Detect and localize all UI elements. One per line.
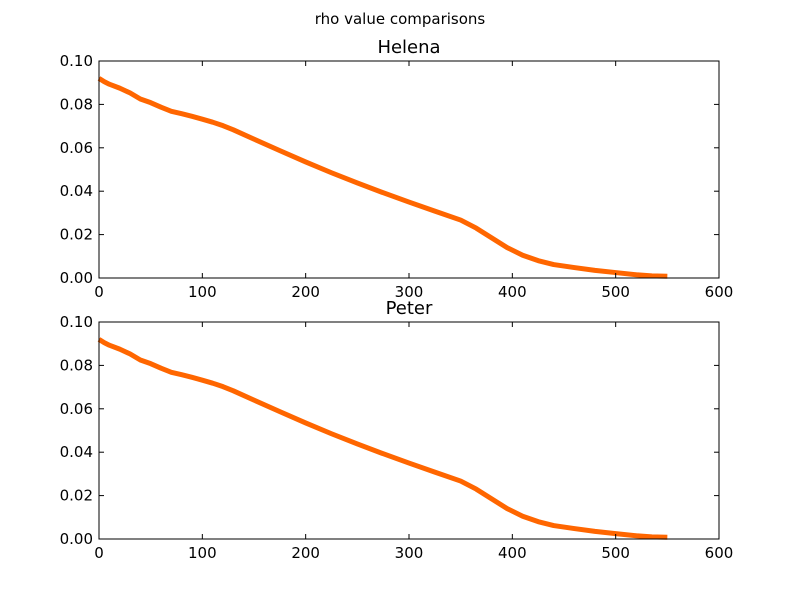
x-tick-label: 300 xyxy=(395,283,424,301)
y-tick-label: 0.02 xyxy=(60,487,93,505)
y-tick-label: 0.00 xyxy=(60,269,93,287)
x-tick-label: 400 xyxy=(498,283,527,301)
y-tick-label: 0.02 xyxy=(60,226,93,244)
x-tick-label: 600 xyxy=(705,283,734,301)
x-tick-label: 0 xyxy=(94,544,104,562)
x-tick-label: 600 xyxy=(705,544,734,562)
y-tick-label: 0.00 xyxy=(60,530,93,548)
series-line-0 xyxy=(97,337,668,540)
x-tick-label: 0 xyxy=(94,283,104,301)
chart-panel-1: Peter 0 100 200 300 400 500 600 0.00 0.02 0.04 0.06… xyxy=(60,298,734,562)
x-tick-label: 500 xyxy=(601,283,630,301)
chart-title: Helena xyxy=(377,37,440,58)
chart-panel-0: Helena 0 100 200 300 400 500 600 0.00 0.02 0.04 0.0… xyxy=(60,37,734,301)
figure-suptitle: rho value comparisons xyxy=(315,10,486,28)
y-tick-label: 0.04 xyxy=(60,443,93,461)
x-tick-label: 200 xyxy=(291,283,320,301)
x-tick-label: 100 xyxy=(188,544,217,562)
y-tick-label: 0.06 xyxy=(60,400,93,418)
y-tick-label: 0.08 xyxy=(60,95,93,113)
y-tick-label: 0.08 xyxy=(60,356,93,374)
y-tick-label: 0.06 xyxy=(60,139,93,157)
chart-title: Peter xyxy=(386,298,433,319)
x-tick-label: 100 xyxy=(188,283,217,301)
x-tick-label: 400 xyxy=(498,544,527,562)
y-tick-label: 0.04 xyxy=(60,182,93,200)
x-tick-label: 300 xyxy=(395,544,424,562)
y-tick-label: 0.10 xyxy=(60,313,93,331)
y-tick-label: 0.10 xyxy=(60,52,93,70)
x-tick-label: 200 xyxy=(291,544,320,562)
series-line-0 xyxy=(97,76,668,279)
x-tick-label: 500 xyxy=(601,544,630,562)
